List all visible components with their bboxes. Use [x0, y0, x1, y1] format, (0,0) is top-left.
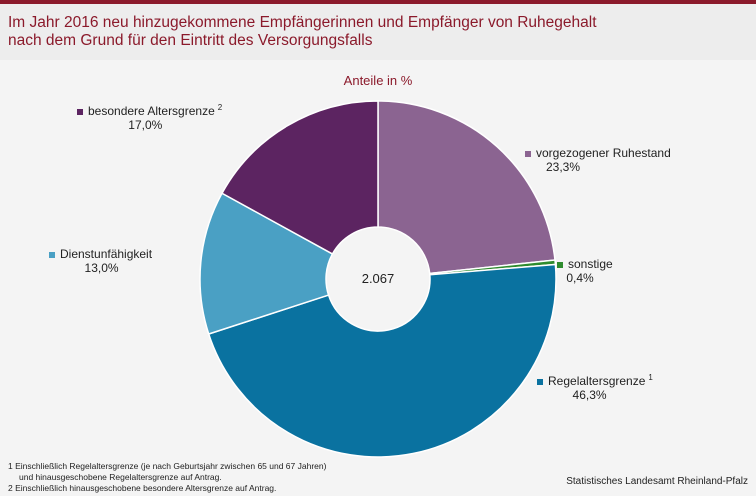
label-name-vorgezogener-ruhestand: vorgezogener Ruhestand [536, 146, 671, 160]
top-accent-bar [0, 0, 756, 4]
label-value-sonstige: 0,4% [566, 271, 594, 285]
label-name-sonstige: sonstige [568, 257, 613, 271]
label-name-dienstunf-higkeit: Dienstunfähigkeit [60, 247, 153, 261]
label-marker-dienstunf-higkeit [49, 252, 55, 258]
chart-title-line-1: Im Jahr 2016 neu hinzugekommene Empfänge… [8, 14, 597, 31]
label-value-dienstunf-higkeit: 13,0% [85, 261, 119, 275]
plot-area: Anteile in % vorgezogener Ruhestand 23,3% s… [0, 60, 756, 496]
slice-vorgezogener-ruhestand [377, 100, 556, 275]
slice-besondere-altersgrenze [220, 100, 379, 255]
label-name-besondere-altersgrenze: besondere Altersgrenze 2 [88, 103, 223, 118]
slice-regelaltersgrenze [207, 263, 557, 458]
label-value-vorgezogener-ruhestand: 23,3% [546, 160, 580, 174]
chart-title-line-2: nach dem Grund für den Eintritt des Vers… [8, 32, 373, 49]
label-value-regelaltersgrenze: 46,3% [573, 388, 607, 402]
label-marker-regelaltersgrenze [537, 379, 543, 385]
center-total-label: 2.067 [362, 271, 395, 286]
label-marker-vorgezogener-ruhestand [525, 151, 531, 157]
label-value-besondere-altersgrenze: 17,0% [128, 118, 162, 132]
footnote-1-continued: und hinausgeschobene Regelaltersgrenze a… [19, 472, 222, 482]
chart-subtitle: Anteile in % [344, 73, 413, 88]
label-marker-sonstige [557, 262, 563, 268]
footnote-2: 2 Einschließlich hinausgeschobene besond… [8, 483, 277, 493]
chart-header: Im Jahr 2016 neu hinzugekommene Empfänge… [0, 4, 756, 60]
label-marker-besondere-altersgrenze [77, 109, 83, 115]
source-label: Statistisches Landesamt Rheinland-Pfalz [566, 476, 748, 487]
footnote-1: 1 Einschließlich Regelaltersgrenze (je n… [8, 461, 327, 471]
slice-dienstunf-higkeit [199, 192, 334, 335]
label-name-regelaltersgrenze: Regelaltersgrenze 1 [548, 373, 653, 388]
